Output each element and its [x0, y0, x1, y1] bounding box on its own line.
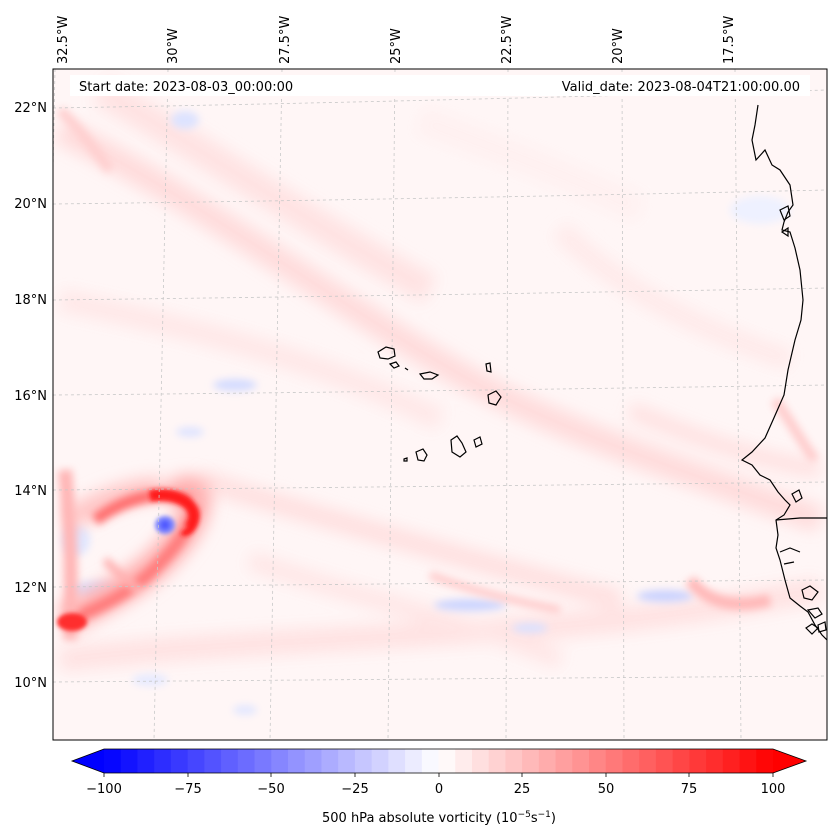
colorbar-cell: [572, 749, 590, 773]
lon-label-25w: 25°W: [389, 28, 404, 64]
colorbar-cell: [388, 749, 406, 773]
colorbar-cell: [589, 749, 607, 773]
colorbar-ticks: [103, 773, 774, 777]
colorbar-cell: [522, 749, 540, 773]
vorticity-maximum: [57, 469, 211, 641]
map-frame: [52, 68, 828, 741]
start-date-label: Start date: 2023-08-03_00:00:00: [79, 80, 293, 95]
cb-tick-0: 0: [435, 782, 443, 797]
cb-tick-neg75: −75: [174, 782, 201, 797]
lat-label-10n: 10°N: [14, 676, 47, 691]
cb-tick-25: 25: [514, 782, 531, 797]
vorticity-weak-bands: [54, 77, 825, 672]
colorbar: −100 −75 −50 −25 0 25 50 75 100 500 hPa …: [70, 748, 808, 826]
lon-label-20w: 20°W: [611, 28, 626, 64]
colorbar-cell: [555, 749, 573, 773]
colorbar-cell: [455, 749, 473, 773]
cb-tick-100: 100: [761, 782, 786, 797]
lat-label-14n: 14°N: [14, 484, 47, 499]
colorbar-cell: [739, 749, 757, 773]
colorbar-cell: [104, 749, 122, 773]
valid-date-label: Valid_date: 2023-08-04T21:00:00.00: [562, 80, 800, 95]
colorbar-cell: [154, 749, 172, 773]
colorbar-cell: [137, 749, 155, 773]
cb-title-exp1: −5: [518, 810, 531, 820]
colorbar-title: 500 hPa absolute vorticity (10−5s−1): [322, 810, 556, 826]
colorbar-cell: [421, 749, 440, 773]
colorbar-cell: [639, 749, 657, 773]
latitude-labels: 22°N 20°N 18°N 16°N 14°N 12°N 10°N: [14, 101, 47, 691]
colorbar-cell: [538, 749, 557, 773]
colorbar-cell: [622, 749, 640, 773]
lat-label-22n: 22°N: [14, 101, 47, 116]
colorbar-cell: [254, 749, 272, 773]
cb-title-close: ): [551, 811, 556, 826]
colorbar-cell: [605, 749, 624, 773]
cb-title-s: s: [531, 811, 538, 826]
colorbar-extend-max: [773, 749, 806, 773]
cb-tick-neg100: −100: [86, 782, 122, 797]
colorbar-cell: [471, 749, 490, 773]
lat-label-16n: 16°N: [14, 389, 47, 404]
cb-title-main: 500 hPa absolute vorticity (10: [322, 811, 518, 826]
colorbar-cell: [321, 749, 339, 773]
colorbar-cell: [120, 749, 139, 773]
cb-tick-neg25: −25: [341, 782, 368, 797]
cb-tick-neg50: −50: [257, 782, 284, 797]
colorbar-cell: [756, 749, 774, 773]
colorbar-cell: [338, 749, 356, 773]
lat-label-20n: 20°N: [14, 197, 47, 212]
colorbar-cell: [405, 749, 423, 773]
colorbar-cell: [722, 749, 741, 773]
colorbar-cells: [72, 749, 806, 773]
colorbar-cell: [221, 749, 239, 773]
colorbar-tick-labels: −100 −75 −50 −25 0 25 50 75 100: [86, 782, 785, 797]
colorbar-cell: [488, 749, 507, 773]
colorbar-cell: [304, 749, 323, 773]
lon-label-17-5w: 17.5°W: [722, 16, 737, 64]
lat-label-12n: 12°N: [14, 581, 47, 596]
west-africa-coastline: [740, 104, 827, 641]
header-strip: [70, 75, 810, 96]
colorbar-cell: [271, 749, 289, 773]
colorbar-cell: [354, 749, 373, 773]
colorbar-cell: [237, 749, 256, 773]
colorbar-cell: [438, 749, 456, 773]
lat-label-18n: 18°N: [14, 293, 47, 308]
cb-tick-75: 75: [681, 782, 698, 797]
colorbar-cell: [187, 749, 205, 773]
colorbar-cell: [204, 749, 222, 773]
colorbar-cell: [672, 749, 690, 773]
colorbar-cell: [287, 749, 306, 773]
lon-label-22-5w: 22.5°W: [500, 16, 515, 64]
lon-label-32-5w: 32.5°W: [56, 16, 71, 64]
colorbar-cell: [170, 749, 189, 773]
colorbar-cell: [655, 749, 674, 773]
colorbar-cell: [371, 749, 389, 773]
cabo-verde-islands: [377, 346, 502, 462]
colorbar-cell: [706, 749, 724, 773]
lon-label-27-5w: 27.5°W: [278, 16, 293, 64]
map-area: Start date: 2023-08-03_00:00:00 Valid_da…: [53, 69, 827, 740]
cb-tick-50: 50: [598, 782, 615, 797]
lon-label-30w: 30°W: [166, 28, 181, 64]
cb-title-exp2: −1: [538, 810, 551, 820]
colorbar-cell: [505, 749, 523, 773]
longitude-labels: 32.5°W 30°W 27.5°W 25°W 22.5°W 20°W 17.5…: [56, 16, 737, 64]
colorbar-extend-min: [72, 749, 104, 773]
colorbar-cell: [689, 749, 707, 773]
